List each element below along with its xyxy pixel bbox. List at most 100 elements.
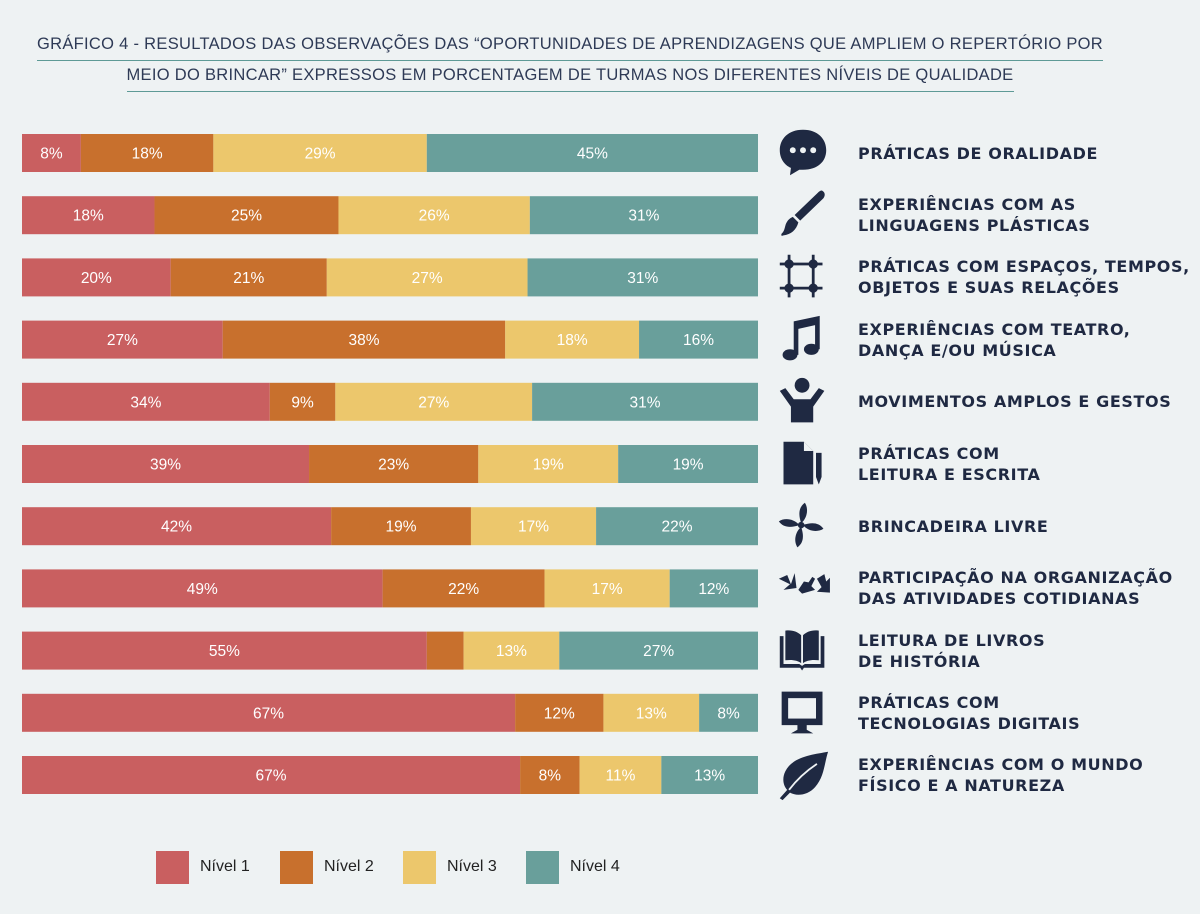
bar-segment-row-11-nivel-2	[520, 756, 580, 794]
data-label-row-8-nivel-4: 12%	[698, 581, 729, 598]
bar-segment-row-6-nivel-3	[478, 445, 619, 483]
frame-grid-icon	[778, 253, 824, 300]
data-label-row-7-nivel-3: 17%	[518, 519, 549, 536]
bar-segment-row-1-nivel-2	[80, 134, 214, 172]
data-label-row-6-nivel-2: 23%	[378, 457, 409, 474]
bar-segment-row-8-nivel-3	[544, 569, 670, 608]
bar-segment-row-8-nivel-1	[22, 569, 383, 608]
data-label-row-6-nivel-3: 19%	[533, 457, 564, 474]
bar-segment-row-9-nivel-1	[22, 631, 427, 670]
bar-segment-row-6-nivel-2	[309, 445, 479, 483]
bar-segment-row-10-nivel-2	[515, 693, 604, 732]
data-label-row-1-nivel-3: 29%	[305, 146, 336, 163]
legend-label-nivel-2: Nível 2	[324, 858, 374, 875]
category-label-10: PRÁTICAS COM TECNOLOGIAS DIGITAIS	[858, 692, 1198, 734]
category-label-10-line-1: PRÁTICAS COM	[858, 692, 1000, 712]
category-label-1: PRÁTICAS DE ORALIDADE	[858, 143, 1198, 164]
bar-segment-row-5-nivel-3	[335, 382, 533, 421]
category-label-6: PRÁTICAS COM LEITURA E ESCRITA	[858, 443, 1198, 485]
bar-segment-row-9-nivel-3	[463, 631, 560, 670]
chart-title: GRÁFICO 4 - RESULTADOS DAS OBSERVAÇÕES D…	[20, 30, 1120, 92]
data-label-row-6-nivel-4: 19%	[673, 457, 704, 474]
bar-segment-row-7-nivel-4	[596, 507, 758, 546]
bar-segment-row-1-nivel-1	[22, 134, 81, 172]
category-label-8-line-2: DAS ATIVIDADES COTIDIANAS	[858, 589, 1141, 609]
category-label-3-line-2: OBJETOS E SUAS RELAÇÕES	[858, 278, 1120, 298]
bar-segment-row-3-nivel-2	[170, 258, 327, 297]
arrows-icon	[778, 573, 830, 594]
bar-segment-row-7-nivel-3	[470, 507, 597, 546]
data-label-row-7-nivel-2: 19%	[386, 519, 417, 536]
data-label-row-10-nivel-3: 13%	[636, 705, 667, 722]
data-label-row-8-nivel-2: 22%	[448, 581, 479, 598]
bar-segment-row-4-nivel-4	[639, 320, 758, 359]
bar-segment-row-10-nivel-3	[603, 693, 700, 732]
data-label-row-4-nivel-2: 38%	[348, 332, 379, 349]
bar-segment-row-1-nivel-3	[213, 134, 427, 172]
bar-segment-row-3-nivel-1	[22, 258, 171, 297]
paintbrush-icon	[781, 190, 825, 236]
category-label-9: LEITURA DE LIVROS DE HISTÓRIA	[858, 630, 1198, 672]
monitor-icon	[781, 691, 823, 734]
data-label-row-1-nivel-4: 45%	[577, 146, 608, 163]
bar-segment-row-5-nivel-1	[22, 382, 270, 421]
legend-swatch-nivel-2	[280, 851, 313, 884]
data-label-row-9-nivel-1: 55%	[209, 643, 240, 660]
legend-swatch-nivel-3	[403, 851, 436, 884]
data-label-row-8-nivel-3: 17%	[592, 581, 623, 598]
data-label-row-5-nivel-3: 27%	[418, 394, 449, 411]
legend-label-nivel-4: Nível 4	[570, 858, 620, 875]
music-note-icon	[782, 315, 820, 361]
open-book-icon	[779, 629, 825, 671]
bar-segment-row-6-nivel-4	[618, 445, 758, 483]
category-label-4-line-2: DANÇA E/OU MÚSICA	[858, 340, 1057, 360]
bar-segment-row-6-nivel-1	[22, 445, 310, 483]
category-label-7-line-1: BRINCADEIRA LIVRE	[858, 516, 1049, 536]
data-label-row-3-nivel-2: 21%	[233, 270, 264, 287]
data-label-row-11-nivel-4: 13%	[694, 768, 725, 785]
data-label-row-5-nivel-4: 31%	[630, 394, 661, 411]
bar-segment-row-10-nivel-4	[699, 693, 758, 732]
data-label-row-11-nivel-2: 8%	[539, 768, 562, 785]
data-label-row-4-nivel-4: 16%	[683, 332, 714, 349]
category-label-2-line-2: LINGUAGENS PLÁSTICAS	[858, 216, 1091, 236]
category-label-3: PRÁTICAS COM ESPAÇOS, TEMPOS, OBJETOS E S…	[858, 256, 1198, 298]
category-label-3-line-1: PRÁTICAS COM ESPAÇOS, TEMPOS,	[858, 257, 1190, 277]
data-label-row-3-nivel-4: 31%	[627, 270, 658, 287]
bar-segment-row-5-nivel-2	[269, 382, 336, 421]
data-label-row-7-nivel-4: 22%	[662, 519, 693, 536]
data-label-row-5-nivel-1: 34%	[130, 394, 161, 411]
category-label-8: PARTICIPAÇÃO NA ORGANIZAÇÃO DAS ATIVIDADE…	[858, 567, 1198, 609]
data-label-row-9-nivel-3: 13%	[496, 643, 527, 660]
data-label-row-10-nivel-4: 8%	[717, 705, 740, 722]
bar-segment-row-5-nivel-4	[532, 382, 758, 421]
bar-segment-row-4-nivel-1	[22, 320, 223, 359]
category-label-1-line-1: PRÁTICAS DE ORALIDADE	[858, 143, 1098, 163]
data-label-row-8-nivel-1: 49%	[187, 581, 218, 598]
speech-bubble-icon	[779, 129, 827, 176]
pinwheel-icon	[778, 502, 824, 548]
bar-segment-row-2-nivel-2	[154, 196, 339, 235]
bar-segment-row-7-nivel-1	[22, 507, 332, 546]
data-label-row-4-nivel-3: 18%	[557, 332, 588, 349]
chart-title-line-2: MEIO DO BRINCAR” EXPRESSOS EM PORCENTAGE…	[126, 61, 1014, 92]
legend-swatch-nivel-4	[526, 851, 559, 884]
category-label-2-line-1: EXPERIÊNCIAS COM AS	[858, 195, 1076, 215]
category-label-11-line-2: FÍSICO E A NATUREZA	[858, 776, 1065, 795]
category-label-4: EXPERIÊNCIAS COM TEATRO, DANÇA E/OU MÚSIC…	[858, 319, 1198, 361]
data-label-row-5-nivel-2: 9%	[291, 394, 314, 411]
data-label-row-1-nivel-1: 8%	[40, 146, 63, 163]
category-label-4-line-1: EXPERIÊNCIAS COM TEATRO,	[858, 319, 1131, 339]
bar-segment-row-1-nivel-4	[426, 134, 758, 172]
data-label-row-6-nivel-1: 39%	[150, 457, 181, 474]
data-label-row-2-nivel-2: 25%	[231, 208, 262, 225]
data-label-row-2-nivel-1: 18%	[73, 208, 104, 225]
data-label-row-10-nivel-2: 12%	[544, 705, 575, 722]
data-label-row-3-nivel-3: 27%	[412, 270, 443, 287]
category-label-9-line-1: LEITURA DE LIVROS	[858, 630, 1046, 650]
bar-segment-row-3-nivel-3	[326, 258, 528, 297]
bar-segment-row-2-nivel-3	[338, 196, 530, 235]
data-label-row-9-nivel-4: 27%	[643, 643, 674, 660]
bar-segment-row-9-nivel-4	[559, 631, 758, 670]
data-label-row-2-nivel-3: 26%	[419, 208, 450, 225]
